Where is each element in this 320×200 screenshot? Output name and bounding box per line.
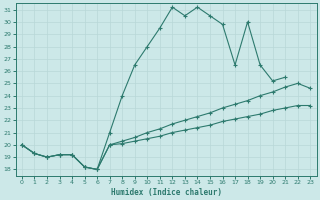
X-axis label: Humidex (Indice chaleur): Humidex (Indice chaleur) — [111, 188, 221, 197]
